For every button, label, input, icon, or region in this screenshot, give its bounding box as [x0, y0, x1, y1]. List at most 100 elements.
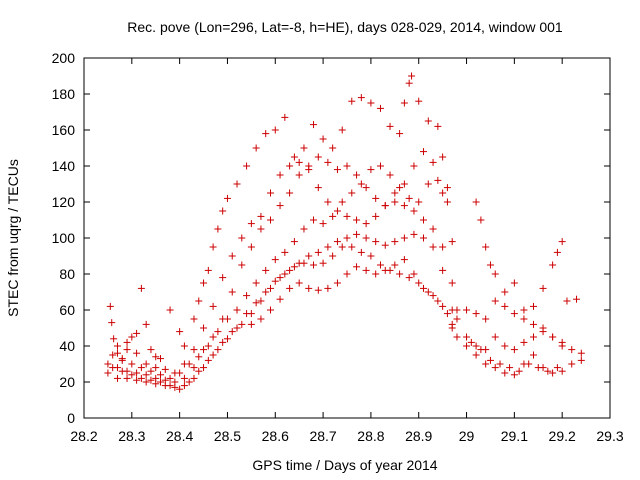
data-point [266, 306, 274, 314]
data-point [118, 367, 126, 375]
data-point [123, 346, 131, 354]
data-point [486, 356, 494, 364]
data-point [376, 261, 384, 269]
data-point [357, 94, 365, 102]
data-point [214, 225, 222, 233]
data-point [209, 351, 217, 359]
data-point [439, 266, 447, 274]
x-tick-label: 29.2 [549, 428, 576, 444]
data-point [233, 180, 241, 188]
data-point [286, 284, 294, 292]
x-tick-label: 28.4 [166, 428, 193, 444]
data-point [367, 99, 375, 107]
data-point [247, 220, 255, 228]
data-point [310, 216, 318, 224]
data-point [329, 144, 337, 152]
data-point [338, 198, 346, 206]
data-point [190, 315, 198, 323]
data-point [439, 302, 447, 310]
data-point [367, 166, 375, 174]
data-point [128, 371, 136, 379]
data-point [238, 261, 246, 269]
data-point [372, 238, 380, 246]
data-point [372, 194, 380, 202]
data-point [338, 243, 346, 251]
x-tick-label: 28.7 [309, 428, 336, 444]
data-point [549, 333, 557, 341]
data-point [209, 302, 217, 310]
data-point [410, 230, 418, 238]
data-point [133, 376, 141, 384]
y-tick-label: 160 [52, 122, 76, 138]
data-point [257, 297, 265, 305]
data-point [396, 130, 404, 138]
data-point [448, 306, 456, 314]
data-point [190, 346, 198, 354]
data-point [343, 270, 351, 278]
data-point [276, 274, 284, 282]
data-point [305, 252, 313, 260]
data-point [376, 162, 384, 170]
data-point [577, 356, 585, 364]
y-tick-label: 80 [59, 266, 75, 282]
data-point [362, 184, 370, 192]
data-point [300, 225, 308, 233]
data-point [166, 374, 174, 382]
data-point [529, 351, 537, 359]
data-point [161, 365, 169, 373]
data-point [157, 378, 165, 386]
data-point [286, 266, 294, 274]
data-point [353, 216, 361, 224]
data-point [420, 148, 428, 156]
data-point [482, 360, 490, 368]
data-point [439, 153, 447, 161]
data-point [429, 225, 437, 233]
data-point [549, 261, 557, 269]
data-point [496, 360, 504, 368]
y-tick-label: 0 [67, 410, 75, 426]
data-point [539, 284, 547, 292]
data-point [286, 189, 294, 197]
y-tick-label: 100 [52, 230, 76, 246]
data-point [391, 189, 399, 197]
data-point [420, 284, 428, 292]
data-point [219, 207, 227, 215]
data-point [448, 320, 456, 328]
data-point [276, 171, 284, 179]
data-point [362, 220, 370, 228]
x-tick-label: 28.5 [214, 428, 241, 444]
data-point [439, 189, 447, 197]
data-point [281, 248, 289, 256]
data-point [314, 248, 322, 256]
data-point [391, 261, 399, 269]
data-point [118, 356, 126, 364]
data-point [529, 302, 537, 310]
data-point [157, 355, 165, 363]
data-point [568, 360, 576, 368]
data-point [243, 310, 251, 318]
data-point [472, 198, 480, 206]
data-point [204, 356, 212, 364]
data-point [104, 369, 112, 377]
data-point [491, 333, 499, 341]
data-point [142, 371, 150, 379]
data-point [252, 279, 260, 287]
data-point [410, 270, 418, 278]
data-point [558, 367, 566, 375]
data-point [238, 320, 246, 328]
x-tick-label: 28.6 [262, 428, 289, 444]
data-point [348, 97, 356, 105]
data-point [252, 299, 260, 307]
y-axis: 0 20 40 60 80 100 120 140 160 180 200 [52, 50, 610, 426]
data-point [520, 338, 528, 346]
data-point [501, 288, 509, 296]
data-point [463, 306, 471, 314]
data-point [408, 72, 416, 80]
data-point [200, 364, 208, 372]
data-point [553, 248, 561, 256]
data-point [400, 256, 408, 264]
data-point [113, 374, 121, 382]
data-point [137, 374, 145, 382]
data-point [204, 266, 212, 274]
